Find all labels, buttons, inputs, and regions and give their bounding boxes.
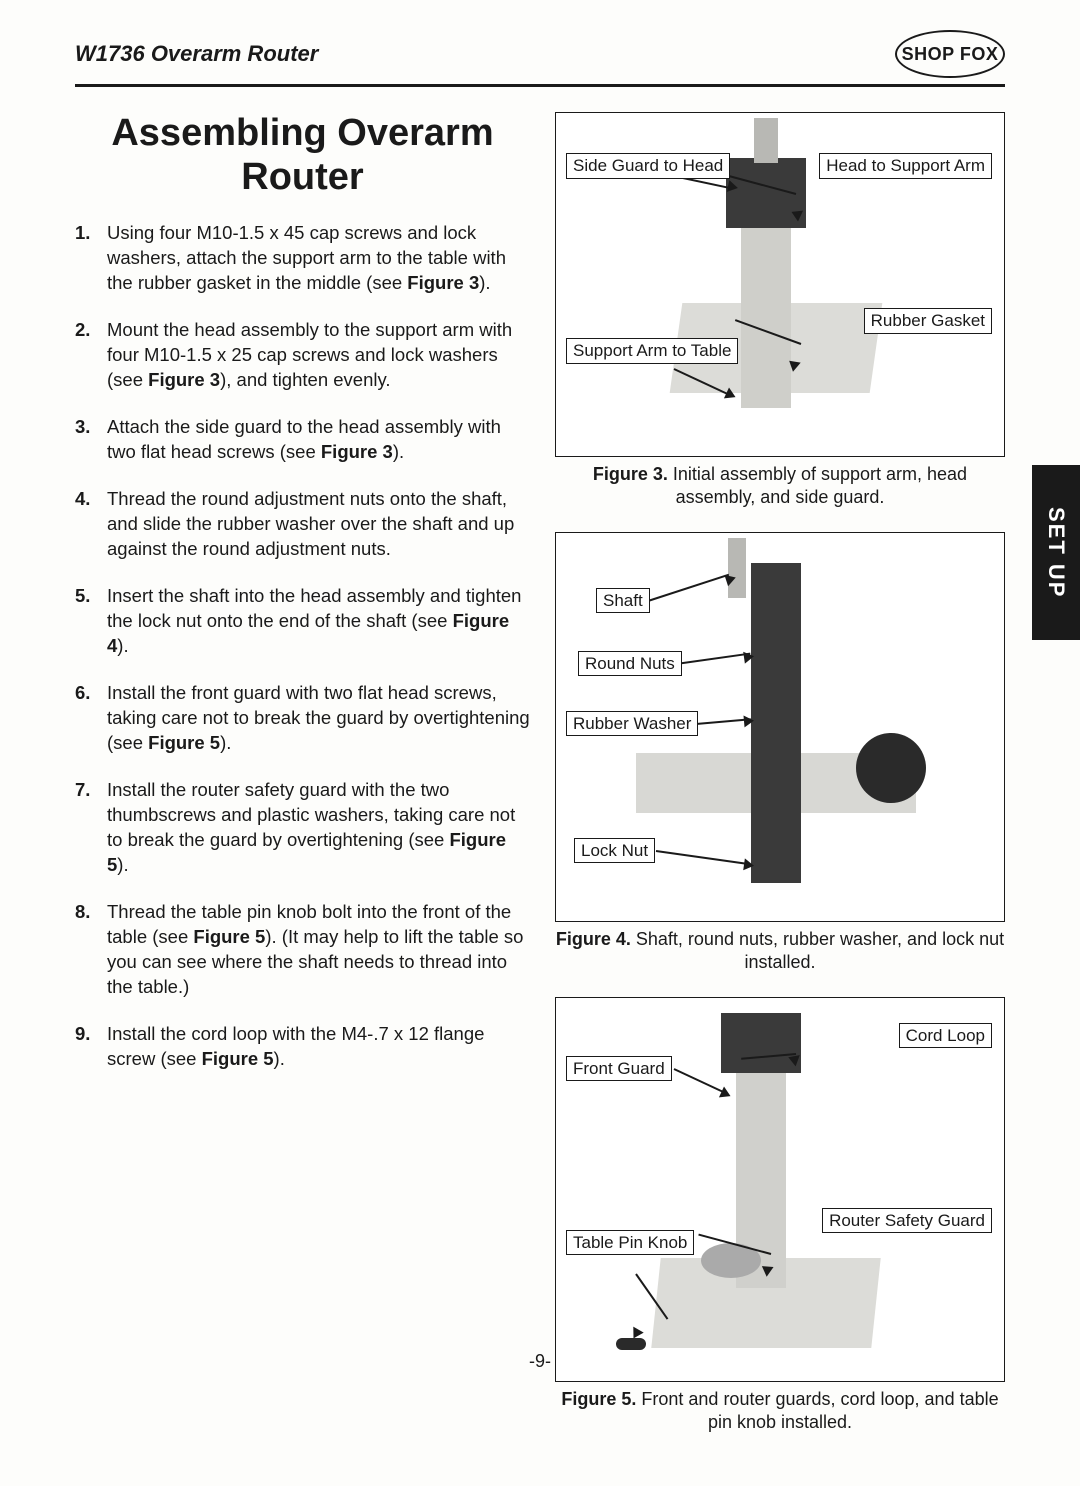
step-1: Using four M10-1.5 x 45 cap screws and l… xyxy=(75,221,530,296)
steps-list: Using four M10-1.5 x 45 cap screws and l… xyxy=(75,221,530,1071)
brand-logo: SHOP FOX xyxy=(895,30,1005,78)
page-header: W1736 Overarm Router SHOP FOX xyxy=(75,30,1005,87)
callout-router-guard: Router Safety Guard xyxy=(822,1208,992,1234)
figure-3: Side Guard to Head Head to Support Arm R… xyxy=(555,112,1005,457)
callout-rubber-gasket: Rubber Gasket xyxy=(864,308,992,334)
callout-support-table: Support Arm to Table xyxy=(566,338,738,364)
callout-table-pin: Table Pin Knob xyxy=(566,1230,694,1256)
step-6: Install the front guard with two flat he… xyxy=(75,681,530,756)
step-7: Install the router safety guard with the… xyxy=(75,778,530,878)
brand-text: SHOP FOX xyxy=(902,44,999,65)
step-4: Thread the round adjustment nuts onto th… xyxy=(75,487,530,562)
step-5: Insert the shaft into the head assembly … xyxy=(75,584,530,659)
callout-cord-loop: Cord Loop xyxy=(899,1023,992,1049)
callout-rubber-washer: Rubber Washer xyxy=(566,711,698,737)
callout-round-nuts: Round Nuts xyxy=(578,651,682,677)
main-title: Assembling Overarm Router xyxy=(75,112,530,199)
figure-5-caption: Figure 5. Front and router guards, cord … xyxy=(555,1388,1005,1435)
figure-4-caption: Figure 4. Shaft, round nuts, rubber wash… xyxy=(555,928,1005,975)
callout-lock-nut: Lock Nut xyxy=(574,838,655,864)
callout-head-arm: Head to Support Arm xyxy=(819,153,992,179)
step-9: Install the cord loop with the M4-.7 x 1… xyxy=(75,1022,530,1072)
figure-5: Front Guard Cord Loop Table Pin Knob Rou… xyxy=(555,997,1005,1382)
product-name: W1736 Overarm Router xyxy=(75,41,318,67)
callout-side-guard: Side Guard to Head xyxy=(566,153,730,179)
figure-3-caption: Figure 3. Initial assembly of support ar… xyxy=(555,463,1005,510)
callout-front-guard: Front Guard xyxy=(566,1056,672,1082)
step-8: Thread the table pin knob bolt into the … xyxy=(75,900,530,1000)
figure-4: Shaft Round Nuts Rubber Washer Lock Nut xyxy=(555,532,1005,922)
side-tab: SET UP xyxy=(1032,465,1080,640)
callout-shaft: Shaft xyxy=(596,588,650,614)
step-3: Attach the side guard to the head assemb… xyxy=(75,415,530,465)
step-2: Mount the head assembly to the support a… xyxy=(75,318,530,393)
page-number: -9- xyxy=(0,1351,1080,1372)
